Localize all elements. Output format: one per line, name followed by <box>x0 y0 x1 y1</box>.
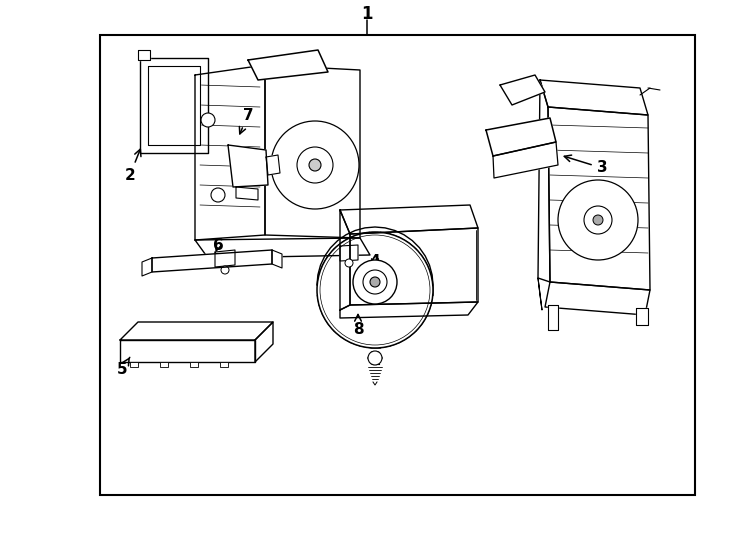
Polygon shape <box>152 250 272 272</box>
Polygon shape <box>236 187 258 200</box>
Text: 5: 5 <box>117 357 130 377</box>
Polygon shape <box>265 65 360 238</box>
Circle shape <box>353 260 397 304</box>
Circle shape <box>271 121 359 209</box>
Bar <box>220 362 228 367</box>
Bar <box>130 362 138 367</box>
Text: 4: 4 <box>370 254 380 269</box>
Polygon shape <box>548 107 650 290</box>
Polygon shape <box>350 228 478 305</box>
Text: 8: 8 <box>353 314 363 338</box>
Polygon shape <box>340 245 358 261</box>
Polygon shape <box>486 118 556 156</box>
Polygon shape <box>140 58 208 153</box>
Polygon shape <box>142 258 152 276</box>
Polygon shape <box>540 80 648 115</box>
Polygon shape <box>120 340 255 362</box>
Polygon shape <box>340 210 350 310</box>
Polygon shape <box>636 308 648 325</box>
Polygon shape <box>255 322 273 362</box>
Circle shape <box>593 215 603 225</box>
Polygon shape <box>195 238 370 258</box>
Polygon shape <box>228 145 268 187</box>
Polygon shape <box>500 75 545 105</box>
Text: 6: 6 <box>213 238 223 253</box>
Polygon shape <box>195 65 265 240</box>
Text: 1: 1 <box>361 5 373 23</box>
Circle shape <box>211 188 225 202</box>
Circle shape <box>345 259 353 267</box>
Polygon shape <box>493 142 558 178</box>
Circle shape <box>221 266 229 274</box>
Polygon shape <box>548 305 558 330</box>
Bar <box>100 35 695 495</box>
Text: 7: 7 <box>239 107 253 134</box>
Polygon shape <box>272 250 282 268</box>
Text: 2: 2 <box>125 149 141 183</box>
Polygon shape <box>120 322 273 340</box>
Circle shape <box>558 180 638 260</box>
Polygon shape <box>215 250 235 267</box>
Polygon shape <box>148 66 200 145</box>
Circle shape <box>309 159 321 171</box>
Circle shape <box>584 206 612 234</box>
Polygon shape <box>340 302 478 318</box>
Polygon shape <box>138 50 150 60</box>
Circle shape <box>297 147 333 183</box>
Polygon shape <box>248 50 328 80</box>
Circle shape <box>363 270 387 294</box>
Polygon shape <box>340 205 478 234</box>
Bar <box>190 362 198 367</box>
Polygon shape <box>266 155 280 175</box>
Polygon shape <box>545 282 650 315</box>
Polygon shape <box>538 278 542 310</box>
Text: 3: 3 <box>564 155 607 176</box>
Polygon shape <box>538 80 550 282</box>
Circle shape <box>368 351 382 365</box>
Bar <box>160 362 168 367</box>
Circle shape <box>370 277 380 287</box>
Circle shape <box>317 232 433 348</box>
Circle shape <box>201 113 215 127</box>
